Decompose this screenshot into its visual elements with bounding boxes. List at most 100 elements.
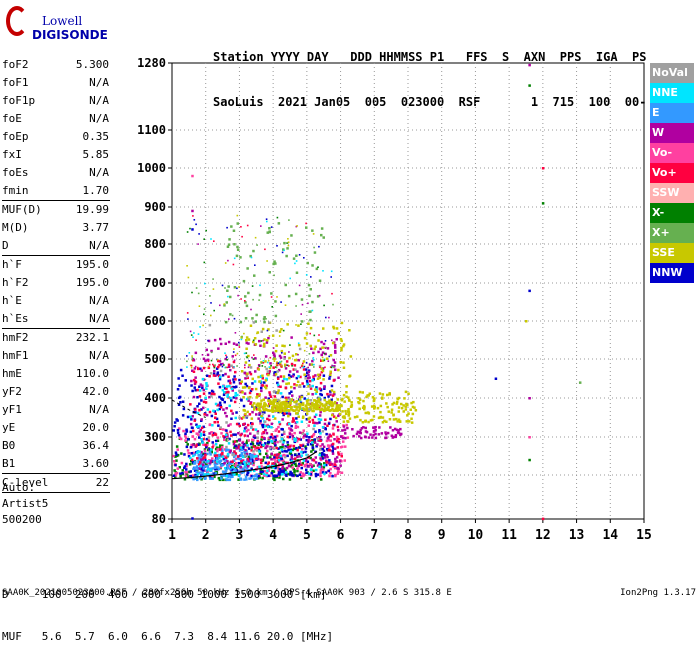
echo-point: [287, 238, 289, 240]
echo-point: [268, 227, 271, 230]
echo-point: [279, 392, 283, 395]
echo-point: [326, 347, 330, 350]
echo-point: [273, 260, 276, 263]
echo-point: [528, 63, 531, 67]
echo-point: [210, 395, 213, 398]
echo-point: [227, 365, 231, 368]
echo-point: [385, 402, 388, 405]
echo-point: [321, 346, 324, 349]
echo-point: [257, 408, 260, 411]
echo-point: [318, 387, 322, 390]
echo-point: [326, 401, 330, 404]
legend-item-x-: X+: [650, 223, 694, 243]
echo-point: [337, 470, 340, 474]
echo-point: [298, 284, 301, 287]
echo-point: [238, 449, 242, 452]
echo-point: [274, 262, 277, 265]
param-name: yE: [2, 421, 16, 434]
param-name: C-level: [2, 476, 49, 489]
echo-point: [298, 395, 302, 398]
echo-point: [528, 289, 531, 293]
echo-point: [275, 427, 278, 431]
echo-point: [221, 470, 225, 473]
echo-point: [412, 400, 415, 404]
echo-point: [316, 473, 320, 476]
echo-point: [287, 409, 290, 412]
echo-point: [186, 415, 190, 419]
echo-point: [232, 459, 236, 462]
echo-point: [285, 450, 288, 453]
echo-point: [235, 385, 238, 388]
echo-point: [199, 471, 202, 474]
echo-point: [213, 364, 216, 368]
echo-point: [211, 441, 214, 444]
echo-point: [321, 443, 324, 446]
echo-point: [241, 441, 244, 445]
echo-point: [267, 397, 270, 400]
param-name: MUF(D): [2, 203, 42, 216]
echo-point: [284, 461, 287, 464]
echo-point: [333, 366, 335, 369]
echo-point: [227, 375, 230, 378]
param-row: hmF1 N/A: [2, 347, 109, 365]
echo-point: [277, 453, 281, 456]
echo-point: [304, 447, 308, 450]
param-name: hmF2: [2, 331, 29, 344]
param-row: yF1 N/A: [2, 401, 109, 419]
echo-point: [373, 404, 376, 408]
echo-point: [236, 222, 239, 225]
echo-point: [191, 415, 194, 418]
echo-point: [323, 358, 326, 361]
echo-point: [203, 261, 206, 264]
param-row: B0 36.4: [2, 437, 109, 455]
echo-point: [211, 433, 214, 437]
echo-point: [286, 242, 288, 244]
echo-point: [388, 393, 391, 396]
echo-point: [345, 385, 348, 388]
echo-point: [247, 399, 250, 402]
echo-point: [272, 347, 275, 349]
echo-point: [216, 457, 219, 461]
echo-point: [254, 264, 256, 266]
echo-point: [280, 404, 283, 407]
echo-point: [314, 430, 317, 433]
echo-point: [261, 411, 265, 414]
echo-point: [248, 457, 251, 461]
echo-point: [210, 351, 213, 354]
echo-point: [225, 407, 228, 410]
echo-point: [199, 466, 203, 469]
echo-point: [264, 461, 267, 465]
echo-point: [321, 404, 325, 407]
echo-point: [200, 399, 203, 402]
echo-point: [308, 436, 311, 439]
echo-point: [321, 430, 325, 433]
echo-point: [258, 365, 261, 367]
echo-point: [189, 430, 193, 434]
echo-point: [296, 474, 299, 478]
echo-point: [290, 424, 293, 428]
echo-point: [217, 476, 221, 480]
echo-point: [297, 454, 301, 458]
echo-point: [246, 423, 250, 427]
echo-point: [260, 386, 263, 390]
echo-point: [245, 452, 249, 456]
param-name: fxI: [2, 148, 22, 161]
echo-point: [332, 433, 335, 436]
echo-point: [205, 384, 208, 387]
echo-point: [381, 393, 385, 396]
footer-version: Ion2Png 1.3.17: [620, 588, 696, 598]
echo-point: [273, 395, 277, 398]
echo-point: [289, 452, 293, 456]
echo-point: [195, 339, 197, 341]
echo-point: [267, 467, 271, 470]
echo-point: [296, 370, 299, 373]
echo-point: [271, 334, 275, 337]
echo-point: [282, 248, 285, 251]
param-row: yF2 42.0: [2, 383, 109, 401]
echo-point: [319, 469, 323, 472]
echo-point: [259, 409, 262, 413]
echo-point: [410, 401, 413, 405]
echo-point: [225, 433, 228, 436]
echo-point: [304, 374, 308, 378]
echo-point: [205, 382, 208, 385]
